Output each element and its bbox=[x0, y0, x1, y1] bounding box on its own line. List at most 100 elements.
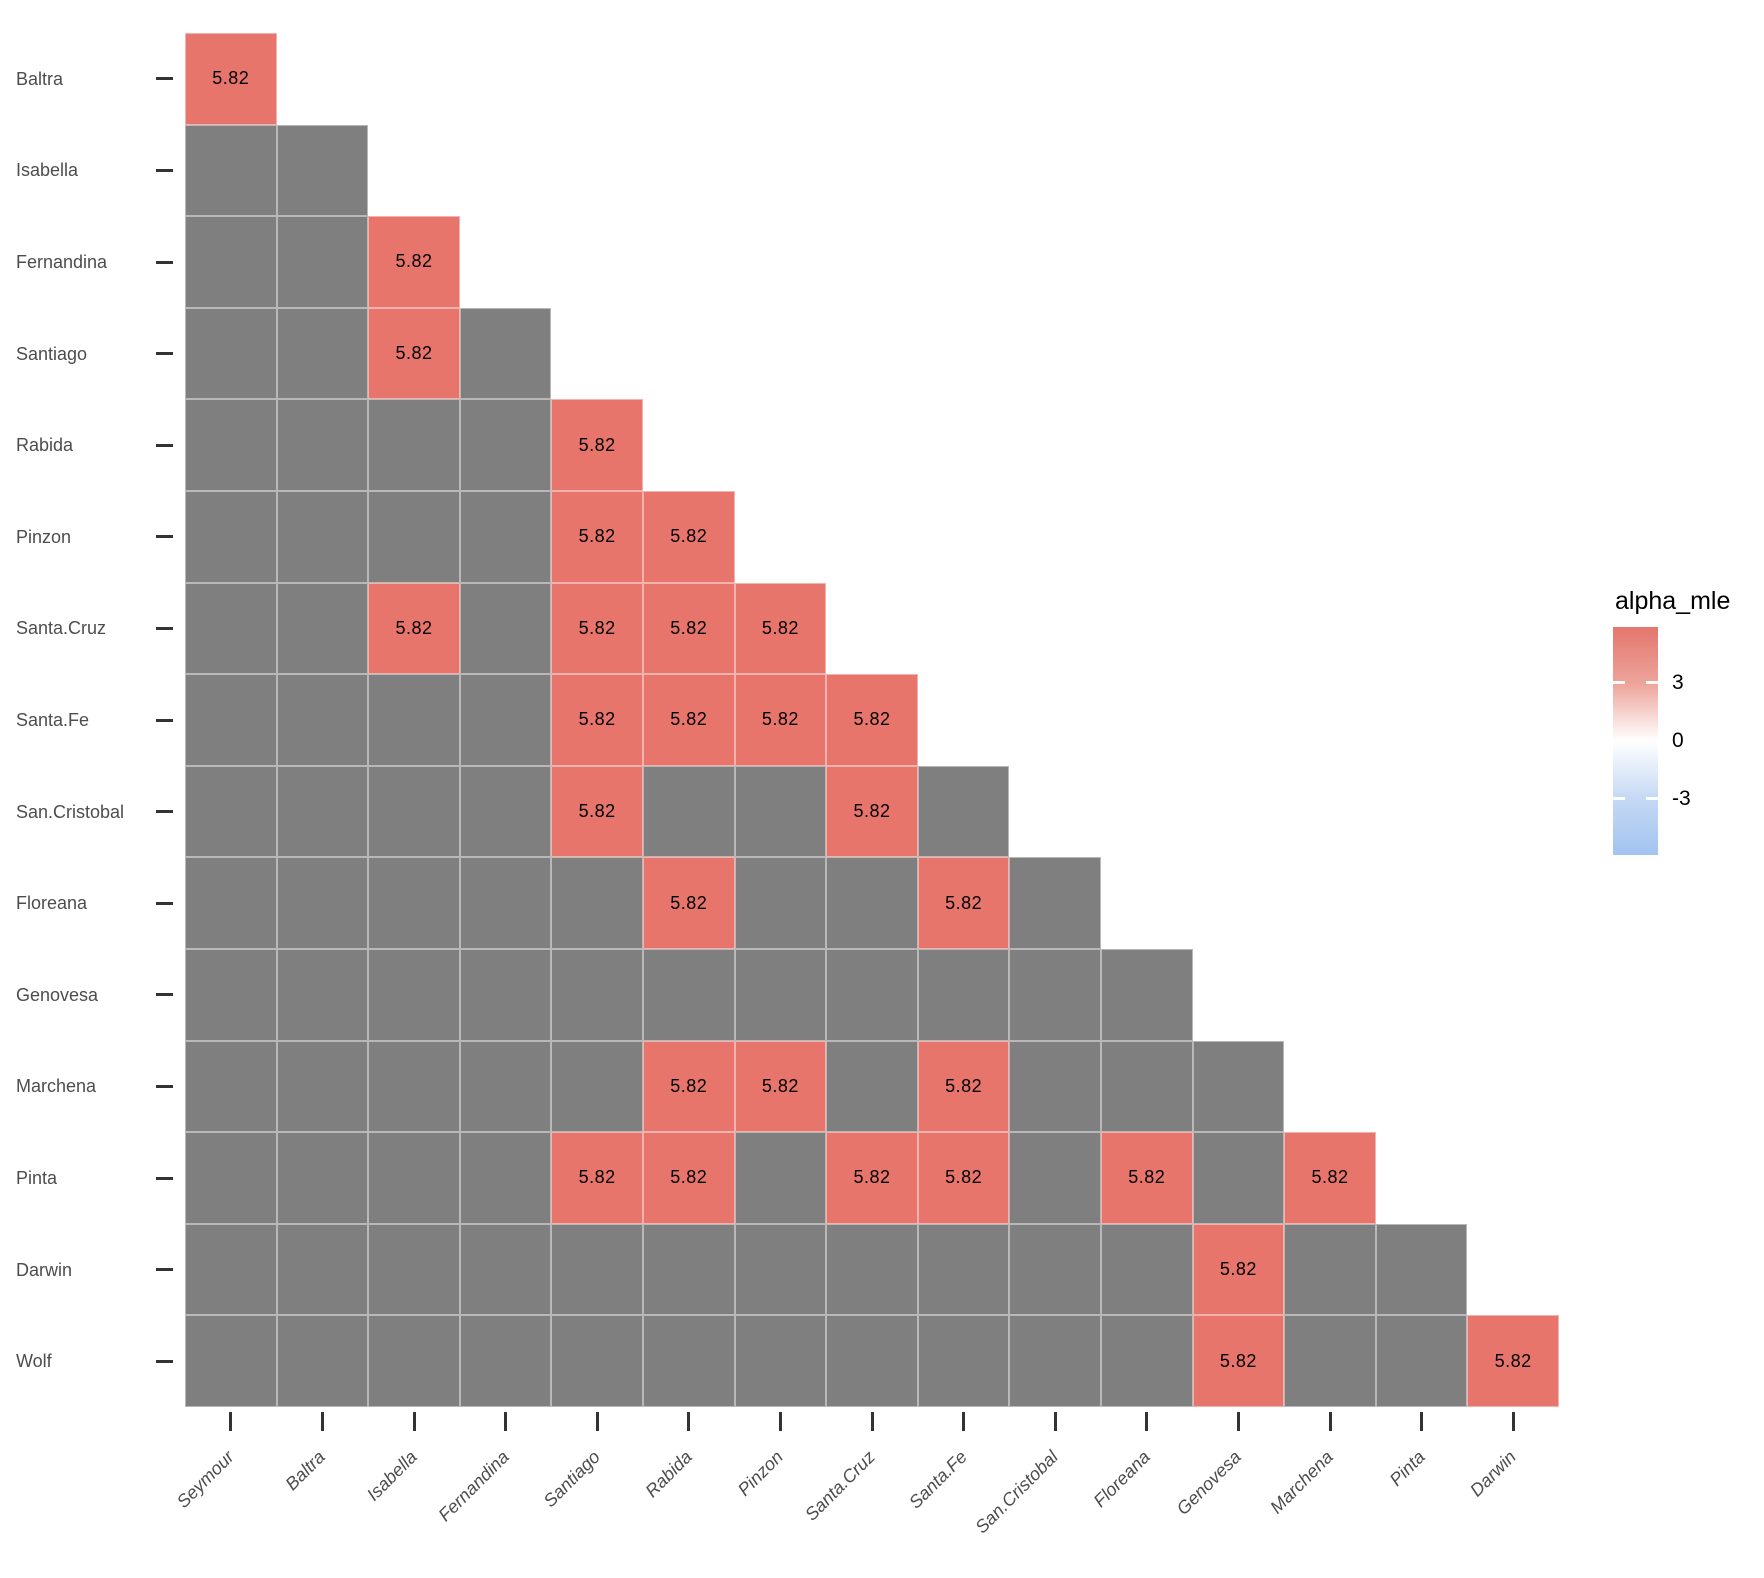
x-axis-tick bbox=[687, 1412, 691, 1431]
heatmap-cell bbox=[1009, 857, 1101, 949]
heatmap-cell bbox=[917, 765, 1010, 858]
x-axis-label: Rabida bbox=[641, 1446, 696, 1502]
heatmap-cell: 5.82 bbox=[368, 307, 460, 400]
heatmap-cell: 5.82 bbox=[643, 857, 735, 949]
heatmap-cell bbox=[734, 1223, 827, 1316]
heatmap-cell bbox=[1375, 1223, 1468, 1316]
heatmap-cell bbox=[368, 491, 460, 583]
heatmap-cell bbox=[1009, 1315, 1101, 1407]
heatmap-cell bbox=[185, 1132, 277, 1224]
heatmap-cell: 5.82 bbox=[551, 399, 643, 491]
heatmap-cell bbox=[1284, 1315, 1376, 1407]
cell-value-label: 5.82 bbox=[853, 709, 891, 730]
heatmap-cell bbox=[551, 1315, 643, 1407]
x-axis-label: Darwin bbox=[1466, 1446, 1521, 1501]
heatmap-cell bbox=[459, 582, 552, 675]
heatmap-cell: 5.82 bbox=[826, 1132, 918, 1224]
y-axis-label: Floreana bbox=[16, 893, 88, 914]
y-axis-label: Genovesa bbox=[16, 984, 99, 1005]
cell-value-label: 5.82 bbox=[670, 892, 708, 913]
y-axis-tick bbox=[156, 77, 173, 81]
heatmap-cell bbox=[459, 674, 552, 766]
y-axis-label: Pinzon bbox=[16, 526, 72, 547]
y-axis-tick bbox=[156, 1268, 173, 1272]
heatmap-cell bbox=[917, 949, 1010, 1041]
y-axis-tick bbox=[156, 352, 173, 356]
heatmap-cell bbox=[826, 1040, 918, 1133]
heatmap-cell bbox=[185, 582, 277, 675]
heatmap-cell: 5.82 bbox=[917, 1040, 1010, 1133]
heatmap-cell: 5.82 bbox=[551, 582, 643, 675]
x-axis-tick bbox=[1236, 1412, 1240, 1431]
cell-value-label: 5.82 bbox=[395, 617, 433, 638]
heatmap-cell bbox=[643, 949, 735, 1041]
cell-value-label: 5.82 bbox=[945, 1075, 983, 1096]
heatmap-cell: 5.82 bbox=[643, 491, 735, 583]
heatmap-cell bbox=[459, 307, 552, 400]
x-axis-tick bbox=[870, 1412, 874, 1431]
heatmap-cell bbox=[643, 765, 735, 858]
heatmap-cell bbox=[734, 949, 827, 1041]
x-axis-tick bbox=[778, 1412, 782, 1431]
x-axis-tick bbox=[1053, 1412, 1057, 1431]
heatmap-cell: 5.82 bbox=[368, 216, 460, 308]
heatmap-cell bbox=[1009, 949, 1101, 1041]
x-axis-label: Santiago bbox=[539, 1446, 605, 1512]
heatmap-cell bbox=[459, 765, 552, 858]
cell-value-label: 5.82 bbox=[395, 343, 433, 364]
heatmap-cell: 5.82 bbox=[826, 765, 918, 858]
x-axis-tick bbox=[962, 1412, 966, 1431]
y-axis-tick bbox=[156, 260, 173, 264]
heatmap-cell bbox=[1101, 949, 1193, 1041]
cell-value-label: 5.82 bbox=[1494, 1350, 1532, 1371]
heatmap-cell bbox=[551, 949, 643, 1041]
heatmap-cell bbox=[185, 124, 277, 217]
y-axis-tick bbox=[156, 443, 173, 447]
heatmap-cell bbox=[1101, 1315, 1193, 1407]
x-axis-label: Pinzon bbox=[734, 1446, 788, 1500]
legend-tick-mark bbox=[1646, 681, 1658, 684]
cell-value-label: 5.82 bbox=[578, 526, 616, 547]
y-axis-label: Isabella bbox=[16, 160, 79, 181]
heatmap-cell bbox=[185, 765, 277, 858]
heatmap-cell bbox=[459, 491, 552, 583]
legend-tick-label: 3 bbox=[1672, 671, 1684, 694]
heatmap-cell bbox=[459, 857, 552, 949]
cell-value-label: 5.82 bbox=[670, 1075, 708, 1096]
heatmap-cell bbox=[368, 949, 460, 1041]
heatmap-cell bbox=[459, 1223, 552, 1316]
heatmap-cell bbox=[459, 1132, 552, 1224]
y-axis-label: Wolf bbox=[16, 1351, 52, 1372]
cell-value-label: 5.82 bbox=[1219, 1259, 1257, 1280]
y-axis-label: Fernandina bbox=[16, 252, 108, 272]
heatmap-cell bbox=[276, 1040, 369, 1133]
heatmap-cell bbox=[185, 674, 277, 766]
heatmap-cell bbox=[368, 857, 460, 949]
heatmap-cell: 5.82 bbox=[734, 1040, 827, 1133]
heatmap-cell bbox=[276, 1223, 369, 1316]
heatmap-cell bbox=[185, 1315, 277, 1407]
x-axis-tick bbox=[1328, 1412, 1332, 1431]
y-axis-label: San.Cristobal bbox=[16, 801, 125, 822]
heatmap-cell bbox=[551, 1040, 643, 1133]
cell-value-label: 5.82 bbox=[853, 1167, 891, 1188]
x-axis-label: Santa.Cruz bbox=[801, 1446, 879, 1525]
cell-value-label: 5.82 bbox=[761, 617, 799, 638]
heatmap-cell bbox=[826, 857, 918, 949]
heatmap-cell: 5.82 bbox=[643, 582, 735, 675]
heatmap-cell bbox=[276, 857, 369, 949]
heatmap-cell: 5.82 bbox=[185, 33, 277, 125]
y-axis-tick bbox=[156, 1359, 173, 1363]
x-axis-tick bbox=[1420, 1412, 1424, 1431]
y-axis-label: Rabida bbox=[16, 435, 74, 456]
cell-value-label: 5.82 bbox=[578, 617, 616, 638]
heatmap-cell bbox=[734, 765, 827, 858]
y-axis-tick bbox=[156, 1084, 173, 1088]
heatmap-cell: 5.82 bbox=[643, 1040, 735, 1133]
y-axis-tick bbox=[156, 901, 173, 905]
heatmap-cell bbox=[1101, 1040, 1193, 1133]
heatmap-cell bbox=[917, 1223, 1010, 1316]
heatmap-cell bbox=[551, 1223, 643, 1316]
cell-value-label: 5.82 bbox=[853, 801, 891, 822]
heatmap-cell: 5.82 bbox=[551, 1132, 643, 1224]
